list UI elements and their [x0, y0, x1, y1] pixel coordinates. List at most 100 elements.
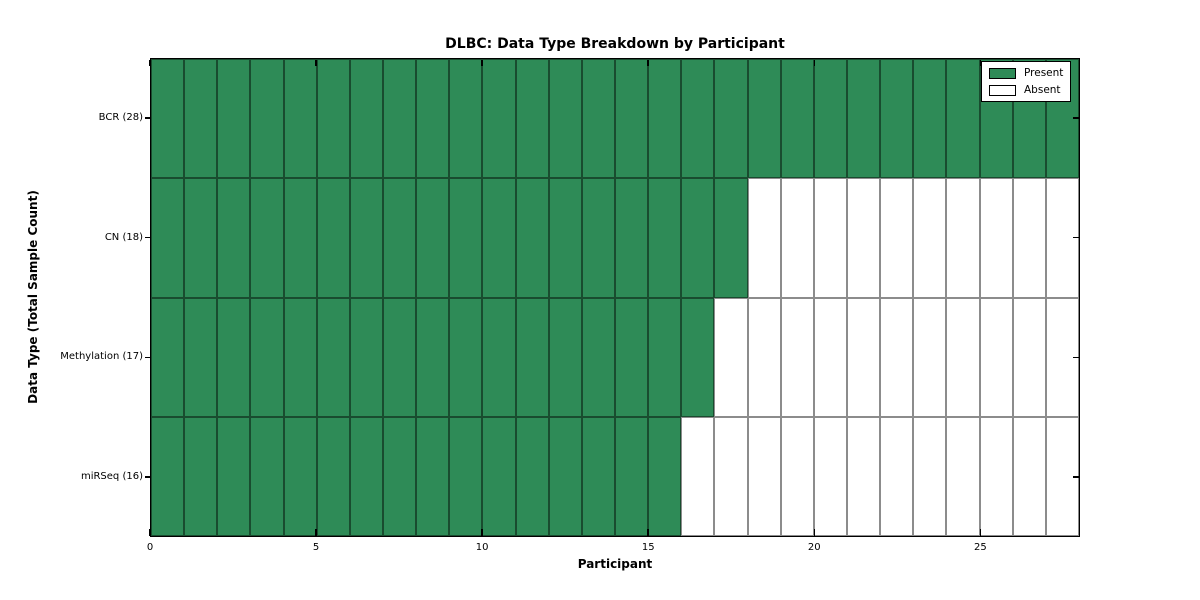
cell-cn-p6 [349, 178, 383, 298]
cell-bcr-p17 [714, 59, 748, 179]
cell-mirseq-p26 [1012, 416, 1046, 536]
cell-bcr-p11 [515, 59, 549, 179]
legend-item-absent: Absent [989, 84, 1063, 96]
cell-bcr-p21 [846, 59, 881, 179]
cell-cn-p24 [946, 178, 980, 298]
cell-methylation-p17 [714, 297, 748, 417]
y-tick-left [145, 476, 150, 478]
cell-cn-p21 [846, 178, 881, 298]
cell-cn-p8 [416, 178, 450, 298]
cell-mirseq-p12 [548, 416, 582, 536]
cell-bcr-p0 [151, 59, 185, 179]
cell-mirseq-p11 [515, 416, 549, 536]
cell-cn-p23 [913, 178, 947, 298]
x-tick-top [149, 59, 151, 66]
cell-mirseq-p6 [349, 416, 383, 536]
x-tick-bottom [481, 529, 483, 536]
cell-methylation-p23 [913, 297, 947, 417]
cell-methylation-p22 [880, 297, 914, 417]
y-tick-left [145, 236, 150, 239]
cell-mirseq-p2 [217, 416, 251, 536]
cell-methylation-p16 [681, 297, 715, 417]
cell-methylation-p9 [449, 297, 483, 417]
cell-methylation-p7 [382, 297, 417, 417]
cell-cn-p10 [482, 178, 516, 298]
cell-bcr-p9 [449, 59, 483, 179]
x-tick-bottom [979, 529, 982, 536]
cell-cn-p17 [714, 178, 748, 298]
cell-mirseq-p19 [780, 416, 814, 536]
cell-methylation-p25 [979, 297, 1013, 417]
cell-bcr-p5 [316, 59, 350, 179]
cell-mirseq-p7 [382, 416, 417, 536]
y-tick-label-methylation: Methylation (17) [60, 351, 143, 363]
x-tick-bottom [149, 529, 151, 536]
cell-methylation-p1 [184, 297, 218, 417]
cell-methylation-p14 [614, 297, 649, 417]
cell-methylation-p20 [813, 297, 847, 417]
cell-bcr-p8 [416, 59, 450, 179]
cell-bcr-p22 [880, 59, 914, 179]
cell-mirseq-p24 [946, 416, 980, 536]
cell-mirseq-p9 [449, 416, 483, 536]
cell-methylation-p19 [780, 297, 814, 417]
cell-mirseq-p10 [482, 416, 516, 536]
y-tick-right [1073, 117, 1079, 119]
cell-cn-p26 [1012, 178, 1046, 298]
cell-mirseq-p23 [913, 416, 947, 536]
x-tick-top [647, 59, 649, 66]
cell-mirseq-p21 [846, 416, 881, 536]
y-tick-right [1073, 476, 1079, 478]
cell-methylation-p0 [151, 297, 185, 417]
cell-bcr-p10 [482, 59, 516, 179]
cell-cn-p15 [648, 178, 682, 298]
heatmap-row-mirseq [151, 416, 1079, 536]
cell-bcr-p14 [614, 59, 649, 179]
cell-mirseq-p18 [747, 416, 781, 536]
x-tick-top [481, 59, 483, 66]
cell-methylation-p18 [747, 297, 781, 417]
y-tick-right [1073, 356, 1079, 359]
cell-mirseq-p5 [316, 416, 350, 536]
cell-bcr-p2 [217, 59, 251, 179]
x-tick-label-20: 20 [807, 542, 821, 553]
cell-bcr-p24 [946, 59, 980, 179]
absent-swatch-icon [989, 84, 1016, 96]
cell-cn-p19 [780, 178, 814, 298]
cell-cn-p14 [614, 178, 649, 298]
cell-mirseq-p0 [151, 416, 185, 536]
cell-methylation-p2 [217, 297, 251, 417]
x-tick-top [813, 59, 816, 66]
x-tick-bottom [647, 529, 649, 536]
cell-methylation-p4 [283, 297, 317, 417]
cell-bcr-p18 [747, 59, 781, 179]
cell-methylation-p21 [846, 297, 881, 417]
cell-bcr-p4 [283, 59, 317, 179]
y-tick-label-bcr: BCR (28) [98, 111, 143, 123]
y-tick-right [1073, 236, 1079, 239]
cell-methylation-p12 [548, 297, 582, 417]
heatmap-row-bcr [151, 59, 1079, 179]
cell-mirseq-p4 [283, 416, 317, 536]
x-tick-bottom [315, 529, 317, 536]
x-tick-label-5: 5 [312, 542, 320, 553]
y-tick-left [145, 117, 150, 119]
x-tick-top [979, 59, 982, 66]
cell-bcr-p12 [548, 59, 582, 179]
cell-methylation-p26 [1012, 297, 1046, 417]
cell-cn-p20 [813, 178, 847, 298]
cell-cn-p22 [880, 178, 914, 298]
plot-area [150, 58, 1080, 537]
cell-cn-p11 [515, 178, 549, 298]
cell-methylation-p15 [648, 297, 682, 417]
cell-cn-p1 [184, 178, 218, 298]
x-tick-label-0: 0 [146, 542, 154, 553]
cell-mirseq-p25 [979, 416, 1013, 536]
cell-cn-p5 [316, 178, 350, 298]
y-tick-label-cn: CN (18) [104, 231, 143, 243]
cell-cn-p16 [681, 178, 715, 298]
cell-cn-p12 [548, 178, 582, 298]
x-tick-top [315, 59, 317, 66]
cell-mirseq-p3 [250, 416, 284, 536]
